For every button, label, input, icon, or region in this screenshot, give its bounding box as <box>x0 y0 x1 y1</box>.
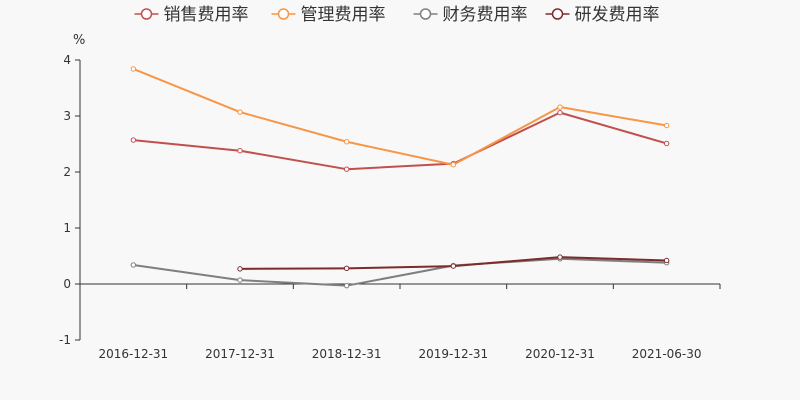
series-2 <box>130 66 670 168</box>
data-point[interactable] <box>237 148 243 154</box>
series-1 <box>130 109 670 172</box>
x-tick-label: 2020-12-31 <box>525 347 595 361</box>
y-tick-label: 0 <box>63 277 71 291</box>
series-line <box>132 68 667 166</box>
data-point[interactable] <box>343 265 350 272</box>
series-4 <box>237 254 670 272</box>
legend-item[interactable]: 销售费用率 <box>134 5 249 25</box>
y-axis-unit-label: % <box>73 33 85 48</box>
legend-item[interactable]: 管理费用率 <box>271 5 386 25</box>
data-point[interactable] <box>557 104 563 110</box>
legend-label: 财务费用率 <box>443 5 528 25</box>
x-tick-label: 2018-12-31 <box>312 347 382 361</box>
data-point[interactable] <box>237 277 243 283</box>
data-point[interactable] <box>130 137 137 143</box>
x-tick-label: 2019-12-31 <box>418 347 488 361</box>
y-tick-label: -1 <box>59 333 71 347</box>
data-point[interactable] <box>663 140 670 147</box>
axes: -1 0 1 2 3 4 2016-12-31 2017-12-31 2018-12-31 201… <box>59 53 721 361</box>
legend-marker-icon <box>140 8 153 20</box>
data-point[interactable] <box>130 262 137 268</box>
legend-label: 管理费用率 <box>301 5 386 25</box>
legend-marker-icon <box>551 8 564 20</box>
x-tick-label: 2016-12-31 <box>98 347 168 361</box>
legend-marker-icon <box>419 8 432 20</box>
y-tick-label: 1 <box>63 221 71 235</box>
series-line <box>133 111 667 171</box>
x-tick-label: 2017-12-31 <box>205 347 275 361</box>
data-point[interactable] <box>130 66 137 72</box>
data-point[interactable] <box>343 139 350 145</box>
data-point[interactable] <box>663 122 670 129</box>
data-point[interactable] <box>557 254 563 260</box>
legend-label: 研发费用率 <box>575 5 660 25</box>
data-point[interactable] <box>663 257 670 264</box>
data-point[interactable] <box>237 266 243 272</box>
data-point[interactable] <box>343 166 350 172</box>
data-point[interactable] <box>343 282 350 289</box>
data-point[interactable] <box>237 109 243 115</box>
series-line <box>133 257 667 287</box>
y-tick-label: 4 <box>63 53 71 67</box>
legend[interactable]: 销售费用率 管理费用率 财务费用率 研发费用率 <box>134 5 660 25</box>
legend-item[interactable]: 研发费用率 <box>545 5 660 25</box>
legend-label: 销售费用率 <box>164 5 249 25</box>
y-tick-label: 3 <box>63 109 71 123</box>
data-point[interactable] <box>450 263 457 269</box>
legend-item[interactable]: 财务费用率 <box>413 5 528 25</box>
data-point[interactable] <box>450 162 457 168</box>
series-layer <box>130 66 670 289</box>
y-tick-label: 2 <box>63 165 71 179</box>
x-tick-label: 2021-06-30 <box>632 347 702 361</box>
data-point[interactable] <box>557 109 563 116</box>
legend-marker-icon <box>277 8 290 20</box>
series-3 <box>130 256 670 289</box>
